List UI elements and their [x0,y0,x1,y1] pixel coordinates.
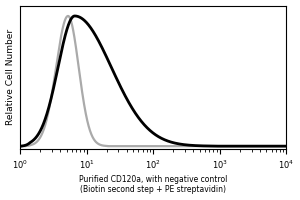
Y-axis label: Relative Cell Number: Relative Cell Number [6,29,15,125]
X-axis label: Purified CD120a, with negative control
(Biotin second step + PE streptavidin): Purified CD120a, with negative control (… [79,175,227,194]
